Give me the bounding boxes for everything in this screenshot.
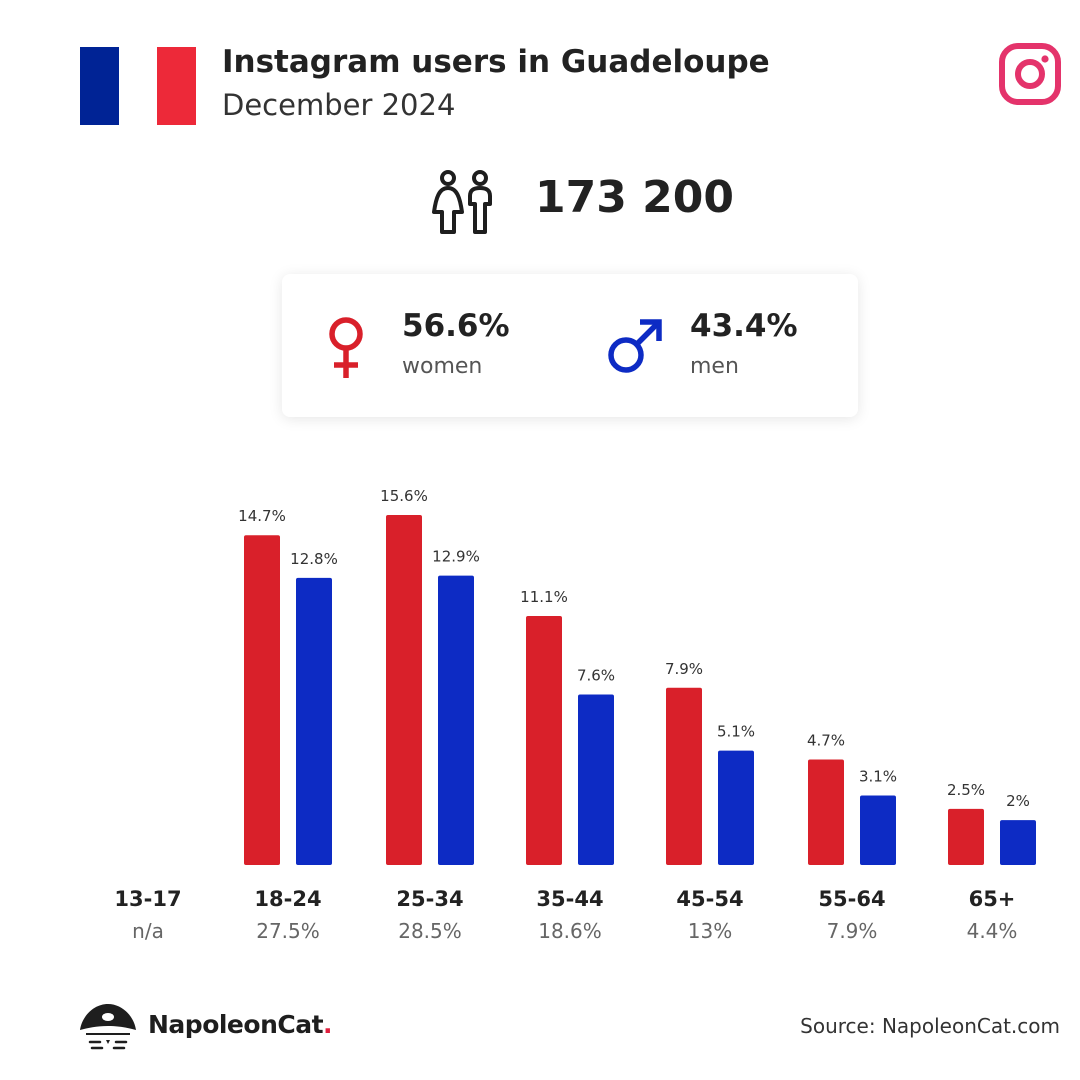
women-value-label-45-54: 7.9% (665, 660, 703, 678)
men-bar-18-24 (296, 577, 332, 865)
page-title: Instagram users in Guadeloupe (222, 44, 770, 80)
women-value-label-55-64: 4.7% (807, 732, 845, 750)
women-value-label-35-44: 11.1% (520, 588, 568, 606)
category-label-25-34: 25-34 (396, 887, 463, 911)
category-label-55-64: 55-64 (818, 887, 885, 911)
men-bar-45-54 (718, 750, 754, 865)
men-value-label-65+: 2% (1006, 792, 1030, 810)
men-value-label-45-54: 5.1% (717, 723, 755, 741)
men-bar-55-64 (860, 795, 896, 865)
brand-name-text: NapoleonCat (148, 1010, 324, 1039)
men-bar-35-44 (578, 694, 614, 865)
category-label-18-24: 18-24 (254, 887, 321, 911)
men-value-label-55-64: 3.1% (859, 767, 897, 785)
flag-stripe-white (118, 47, 158, 125)
men-bar-25-34 (438, 575, 474, 865)
age-gender-bar-chart: 13-17 n/a 14.7% 12.8% 18-24 27.5% 15.6% 12.9% 25… (114, 487, 1036, 943)
women-bar-55-64 (808, 759, 844, 865)
men-value-label-18-24: 12.8% (290, 550, 338, 568)
category-label-45-54: 45-54 (676, 887, 743, 911)
gender-split-card: 56.6% women 43.4% men (282, 274, 858, 417)
category-total-13-17: n/a (132, 919, 164, 943)
flag-stripe-blue (80, 47, 119, 125)
category-total-45-54: 13% (688, 919, 732, 943)
category-label-65+: 65+ (969, 887, 1016, 911)
women-bar-65+ (948, 808, 984, 865)
male-symbol-icon (608, 319, 662, 373)
category-total-65+: 4.4% (967, 919, 1018, 943)
women-value-label-65+: 2.5% (947, 781, 985, 799)
men-value-label-35-44: 7.6% (577, 666, 615, 684)
category-total-25-34: 28.5% (398, 919, 462, 943)
men-percentage: 43.4% (690, 308, 798, 344)
napoleoncat-logo-icon (80, 1004, 136, 1050)
brand-dot: . (323, 1010, 333, 1039)
category-label-13-17: 13-17 (114, 887, 181, 911)
women-bar-45-54 (666, 687, 702, 865)
women-bar-18-24 (244, 535, 280, 865)
category-label-35-44: 35-44 (536, 887, 603, 911)
women-percentage: 56.6% (402, 308, 510, 344)
women-bar-25-34 (386, 515, 422, 865)
women-bar-35-44 (526, 615, 562, 865)
men-label: men (690, 354, 739, 379)
women-label: women (402, 354, 483, 379)
total-users-value: 173 200 (535, 172, 735, 223)
category-total-35-44: 18.6% (538, 919, 602, 943)
category-total-55-64: 7.9% (827, 919, 878, 943)
brand-name: NapoleonCat. (148, 1010, 333, 1039)
category-total-18-24: 27.5% (256, 919, 320, 943)
men-value-label-25-34: 12.9% (432, 548, 480, 566)
country-flag (80, 47, 197, 125)
people-icon (432, 170, 492, 234)
women-value-label-18-24: 14.7% (238, 507, 286, 525)
female-symbol-icon (329, 317, 363, 378)
instagram-icon (999, 43, 1061, 105)
page-subtitle: December 2024 (222, 88, 456, 122)
source-credit: Source: NapoleonCat.com (800, 1014, 1060, 1038)
men-bar-65+ (1000, 820, 1036, 865)
women-value-label-25-34: 15.6% (380, 487, 428, 505)
flag-stripe-red (157, 47, 197, 125)
